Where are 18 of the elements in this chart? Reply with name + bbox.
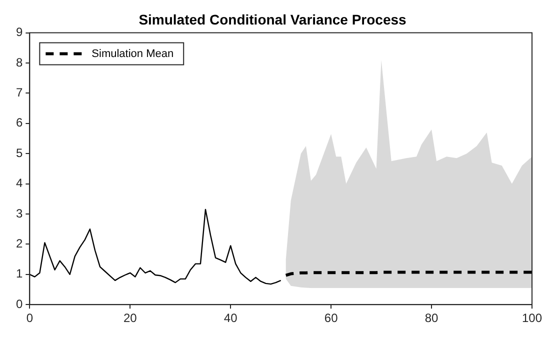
x-tick-label: 80	[424, 311, 439, 326]
x-tick-label: 20	[123, 311, 138, 326]
x-tick-label: 100	[522, 311, 542, 326]
y-tick-label: 3	[16, 206, 23, 220]
x-tick-label: 0	[26, 311, 34, 326]
chart-title: Simulated Conditional Variance Process	[138, 11, 407, 28]
y-tick-label: 0	[16, 296, 23, 311]
y-tick-label: 6	[16, 116, 23, 130]
y-tick-label: 8	[16, 55, 23, 70]
y-tick-label: 4	[16, 176, 23, 190]
y-tick-label: 2	[16, 236, 23, 251]
y-tick-label: 5	[16, 146, 23, 160]
y-tick-label: 7	[16, 86, 23, 100]
x-tick-label: 40	[224, 311, 238, 326]
x-tick-label: 60	[324, 311, 338, 326]
legend-label: Simulation Mean	[92, 48, 174, 60]
y-tick-label: 1	[16, 266, 23, 281]
y-tick-label: 9	[16, 25, 23, 40]
